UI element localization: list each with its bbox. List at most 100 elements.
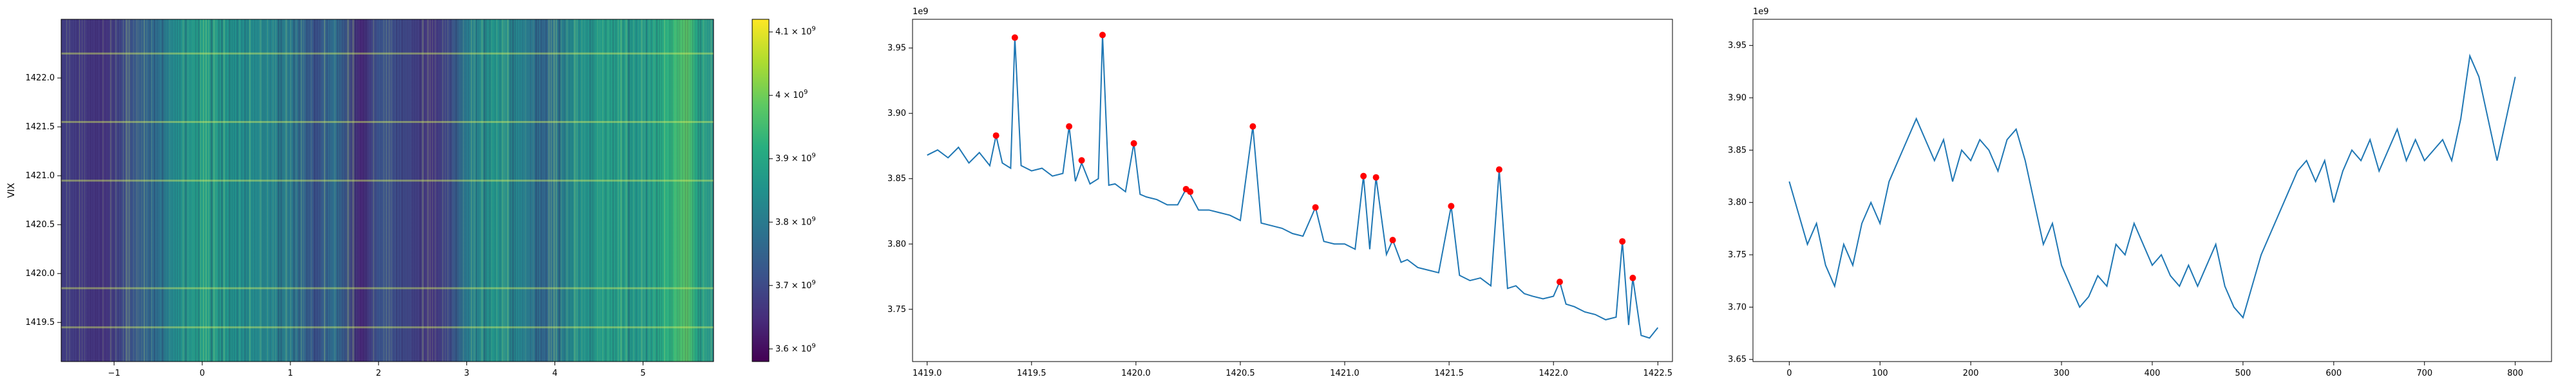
- heatmap-stripe: [71, 19, 73, 362]
- heatmap-stripe: [262, 19, 264, 362]
- heatmap-stripe: [610, 19, 611, 362]
- heatmap-stripe: [584, 19, 585, 362]
- line2-series: [927, 35, 1659, 339]
- heatmap-stripe: [700, 19, 701, 362]
- heatmap-stripe: [460, 19, 462, 362]
- heatmap-stripe: [308, 19, 310, 362]
- heatmap-stripe: [445, 19, 446, 362]
- heatmap-stripe: [156, 19, 158, 362]
- line2-peak-marker: [1629, 275, 1636, 282]
- colorbar-tick-label: 3.6 × 109: [775, 342, 816, 354]
- heatmap-stripe: [254, 19, 255, 362]
- heatmap-frame: [61, 19, 714, 362]
- line3-ytick-label: 3.65: [1728, 355, 1747, 365]
- heatmap-stripe: [95, 19, 97, 362]
- heatmap-stripe: [285, 19, 287, 362]
- heatmap-stripe: [481, 19, 483, 362]
- heatmap-stripe: [538, 19, 539, 362]
- heatmap-stripe: [260, 19, 261, 362]
- heatmap-stripe: [236, 19, 238, 362]
- heatmap-stripe: [664, 19, 665, 362]
- line3-ytick-label: 3.70: [1728, 302, 1747, 312]
- heatmap-stripe: [592, 19, 594, 362]
- heatmap-stripe: [545, 19, 547, 362]
- line2-peak-marker: [1066, 123, 1073, 130]
- heatmap-stripe: [430, 19, 431, 362]
- line2-x-axis: 1419.0 1419.5 1420.0 1420.5 1421.0 1421.5 1422…: [913, 362, 1672, 378]
- line2-peak-marker: [1372, 174, 1379, 181]
- heatmap-stripe: [399, 19, 400, 362]
- line2-xtick-label: 1421.0: [1330, 369, 1359, 378]
- heatmap-stripe: [200, 19, 201, 362]
- line3-xtick-label: 200: [1963, 369, 1979, 378]
- heatmap-stripe: [543, 19, 544, 362]
- heatmap-stripe: [535, 19, 537, 362]
- heatmap-stripe: [677, 19, 679, 362]
- heatmap-stripe: [113, 19, 115, 362]
- heatmap-stripe: [437, 19, 438, 362]
- colorbar-tick-label: 3.9 × 109: [775, 152, 816, 164]
- heatmap-stripe: [213, 19, 215, 362]
- line2-peak-markers: [992, 32, 1636, 286]
- heatmap-stripe: [187, 19, 189, 362]
- heatmap-stripe: [257, 19, 258, 362]
- heatmap-stripe: [66, 19, 67, 362]
- line3-ytick-label: 3.75: [1728, 250, 1747, 260]
- heatmap-stripe: [327, 19, 328, 362]
- line2-xtick-label: 1419.5: [1017, 369, 1046, 378]
- heatmap-stripe: [491, 19, 492, 362]
- line-chart-peaks: 1e9 1419.0 1419.5 1420.0 1420.5 1421.0 1421.5…: [887, 7, 1673, 378]
- heatmap-stripe: [352, 19, 354, 362]
- heatmap-stripe: [306, 19, 308, 362]
- heatmap-stripe: [576, 19, 578, 362]
- line2-ytick-label: 3.90: [887, 109, 906, 118]
- heatmap-stripe: [185, 19, 187, 362]
- heatmap-stripe: [162, 19, 164, 362]
- heatmap-ylabel: VIX: [6, 183, 17, 198]
- line2-ytick-label: 3.75: [887, 305, 906, 315]
- heatmap-stripe: [383, 19, 384, 362]
- heatmap-stripe: [239, 19, 240, 362]
- line3-ytick-label: 3.85: [1728, 145, 1747, 155]
- colorbar-tick-label: 3.8 × 109: [775, 216, 816, 227]
- line3-xtick-label: 0: [1786, 369, 1792, 378]
- line2-xtick-label: 1420.0: [1121, 369, 1151, 378]
- heatmap-stripe: [422, 19, 424, 362]
- heatmap-stripe: [342, 19, 343, 362]
- heatmap-stripe: [602, 19, 603, 362]
- line-chart-series: 1e9 0 100 200 300 400 500 600 700 800 3.653.703.…: [1728, 7, 2552, 378]
- heatmap-stripe: [203, 19, 204, 362]
- line3-xtick-label: 800: [2507, 369, 2523, 378]
- heatmap-stripe: [679, 19, 680, 362]
- heatmap-stripe: [558, 19, 560, 362]
- heatmap-stripe: [123, 19, 124, 362]
- line2-series-path: [927, 35, 1659, 339]
- line2-peak-marker: [1360, 172, 1367, 179]
- heatmap-stripe: [190, 19, 191, 362]
- line2-xtick-label: 1420.5: [1226, 369, 1255, 378]
- heatmap-stripe: [396, 19, 397, 362]
- line2-xtick-label: 1422.0: [1539, 369, 1568, 378]
- heatmap-xtick-label: −1: [108, 369, 120, 378]
- heatmap-stripe: [375, 19, 376, 362]
- heatmap-ytick-label: 1420.5: [26, 220, 55, 230]
- heatmap-stripe: [275, 19, 276, 362]
- heatmap-stripe: [636, 19, 637, 362]
- line3-ytick-label: 3.95: [1728, 41, 1747, 51]
- heatmap-stripe: [478, 19, 479, 362]
- heatmap-stripe: [646, 19, 647, 362]
- heatmap-stripe: [620, 19, 622, 362]
- heatmap-stripe: [442, 19, 443, 362]
- heatmap-stripe: [502, 19, 504, 362]
- heatmap-ytick-label: 1421.0: [26, 171, 55, 181]
- heatmap-xtick-label: 4: [552, 369, 557, 378]
- heatmap-xtick-label: 2: [376, 369, 381, 378]
- heatmap-stripe: [605, 19, 607, 362]
- line2-y-axis: 3.75 3.80 3.85 3.90 3.95: [887, 44, 913, 315]
- heatmap-stripe: [311, 19, 312, 362]
- heatmap-stripe: [347, 19, 349, 362]
- heatmap-stripe: [455, 19, 457, 362]
- heatmap-stripe: [651, 19, 652, 362]
- heatmap-stripe: [355, 19, 356, 362]
- line2-xtick-label: 1419.0: [913, 369, 942, 378]
